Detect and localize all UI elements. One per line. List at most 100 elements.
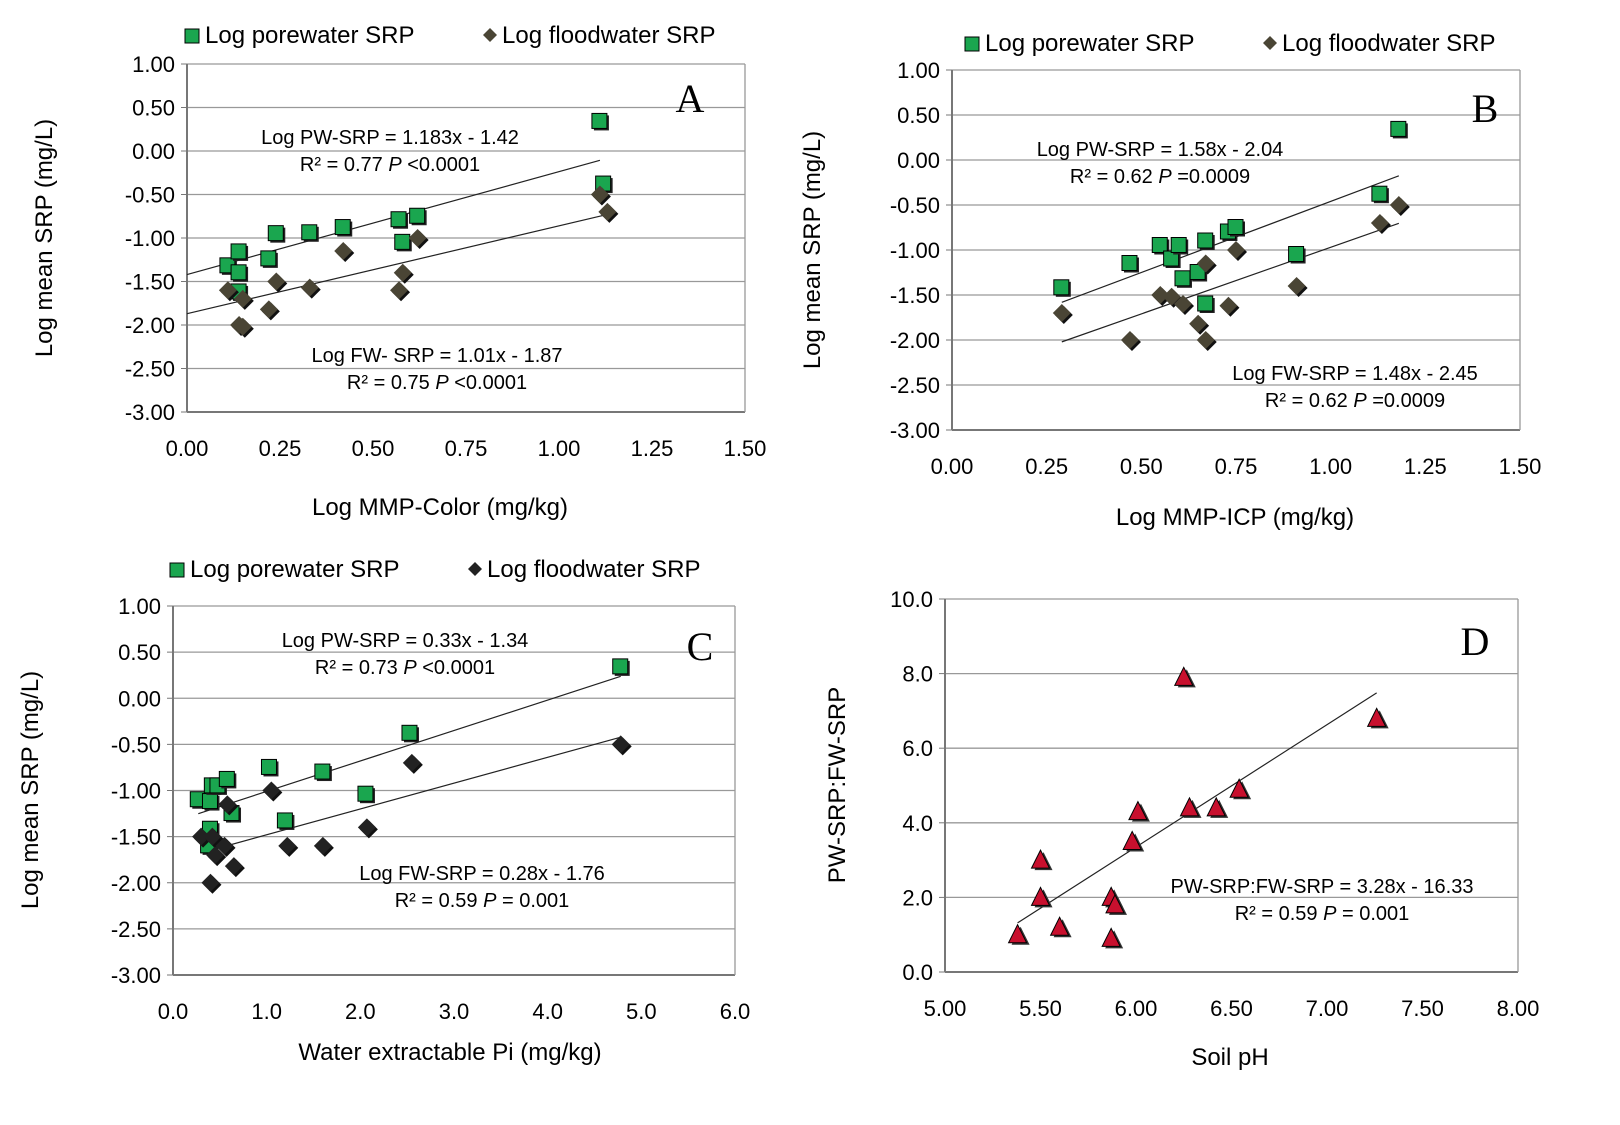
x-tick-label: 4.0	[532, 999, 563, 1024]
y-tick-label: -2.50	[890, 373, 940, 398]
data-point-porewater	[260, 250, 277, 267]
data-point-floodwater	[1370, 214, 1389, 232]
data-point-floodwater	[1287, 277, 1306, 295]
data-point-floodwater	[233, 289, 252, 308]
y-tick-label: -1.00	[111, 779, 161, 804]
data-point-porewater	[314, 763, 331, 780]
x-tick-label: 1.50	[724, 436, 767, 461]
data-point-triangle	[1206, 796, 1227, 817]
data-point-floodwater	[233, 317, 252, 336]
legend-porewater-marker	[964, 36, 980, 52]
data-point-floodwater	[598, 202, 617, 221]
data-point-porewater	[230, 264, 247, 281]
data-point-porewater	[390, 211, 407, 228]
data-point-porewater	[201, 793, 218, 810]
data-point-porewater	[260, 758, 277, 775]
data-point-triangle	[1007, 923, 1028, 944]
x-tick-label: 0.00	[931, 454, 974, 479]
data-point-floodwater	[1120, 331, 1139, 349]
x-axis-label: Water extractable Pi (mg/kg)	[298, 1039, 601, 1066]
x-tick-label: 7.50	[1401, 996, 1444, 1021]
y-tick-label: 4.0	[902, 811, 933, 836]
y-tick-label: -1.50	[890, 283, 940, 308]
trendline	[1017, 692, 1377, 924]
r-squared-label: R² = 0.59 P = 0.001	[1235, 903, 1410, 925]
x-tick-label: 8.00	[1497, 996, 1540, 1021]
r-squared-label: R² = 0.77 P <0.0001	[300, 154, 480, 176]
legend-floodwater-label: Log floodwater SRP	[502, 22, 715, 49]
y-tick-label: 6.0	[902, 736, 933, 761]
legend-porewater-marker	[184, 28, 200, 44]
data-point-floodwater	[218, 281, 237, 300]
data-point-porewater	[357, 785, 374, 802]
data-point-porewater	[1170, 237, 1187, 253]
r-squared-label: R² = 0.73 P <0.0001	[315, 657, 495, 679]
x-axis-label: Log MMP-Color (mg/kg)	[312, 494, 568, 521]
y-tick-label: -3.00	[111, 963, 161, 988]
r-squared-label: R² = 0.62 P =0.0009	[1265, 390, 1445, 412]
panel-letter: D	[1461, 619, 1490, 664]
y-axis-label: Log mean SRP (mg/L)	[799, 131, 826, 369]
data-point-floodwater	[1052, 304, 1071, 322]
x-tick-label: 5.0	[626, 999, 657, 1024]
data-point-porewater	[267, 225, 284, 242]
y-axis-label: Log mean SRP (mg/L)	[31, 119, 58, 357]
data-point-porewater	[1197, 295, 1214, 312]
r-squared-label: R² = 0.75 P <0.0001	[347, 372, 527, 394]
x-tick-label: 0.25	[259, 436, 302, 461]
equation-label: Log PW-SRP = 1.183x - 1.42	[261, 127, 519, 149]
x-tick-label: 0.00	[166, 436, 209, 461]
data-point-floodwater	[1227, 241, 1245, 259]
y-tick-label: -0.50	[890, 193, 940, 218]
y-tick-label: -1.00	[890, 238, 940, 263]
data-point-floodwater	[334, 242, 353, 261]
y-tick-label: 8.0	[902, 662, 933, 687]
data-point-triangle	[1128, 800, 1148, 821]
data-point-triangle	[1105, 893, 1125, 914]
data-point-floodwater	[1151, 286, 1170, 304]
data-point-floodwater	[224, 857, 243, 876]
data-point-floodwater	[1196, 331, 1215, 349]
y-tick-label: 1.00	[118, 594, 161, 619]
y-tick-label: 1.00	[132, 52, 175, 77]
legend-floodwater-marker	[1263, 36, 1277, 50]
x-tick-label: 0.50	[352, 436, 395, 461]
y-tick-label: -2.00	[125, 313, 175, 338]
data-point-porewater	[1121, 255, 1138, 271]
data-point-floodwater	[357, 818, 376, 837]
legend-floodwater-marker	[483, 28, 497, 42]
data-point-porewater	[401, 724, 418, 741]
data-point-porewater	[409, 207, 426, 224]
data-point-floodwater	[1389, 196, 1408, 214]
x-tick-label: 1.00	[538, 436, 581, 461]
data-point-floodwater	[267, 272, 286, 291]
data-point-triangle	[1049, 916, 1070, 936]
x-tick-label: 1.0	[251, 999, 282, 1024]
x-tick-label: 0.25	[1025, 454, 1068, 479]
y-tick-label: -1.50	[111, 825, 161, 850]
panel-B: 1.00 0.50 0.00 -0.50 -1.00 -1.50 -2.00 -2.50 -3.…	[799, 30, 1541, 531]
data-point-floodwater	[218, 795, 237, 814]
r-squared-label: R² = 0.59 P = 0.001	[395, 890, 570, 912]
y-tick-label: -2.00	[890, 328, 940, 353]
y-tick-label: 0.00	[897, 148, 940, 173]
y-tick-label: -2.50	[111, 917, 161, 942]
y-tick-label: -2.00	[111, 871, 161, 896]
data-point-porewater	[1288, 246, 1305, 262]
data-point-floodwater	[262, 781, 281, 800]
data-point-floodwater	[300, 278, 319, 297]
y-tick-label: -0.50	[111, 732, 161, 757]
data-point-porewater	[334, 219, 351, 236]
data-point-floodwater	[408, 229, 427, 247]
legend-porewater-label: Log porewater SRP	[205, 22, 414, 49]
data-point-floodwater	[393, 263, 412, 282]
data-point-floodwater	[259, 300, 278, 319]
data-point-triangle	[1229, 778, 1249, 798]
data-point-floodwater	[402, 753, 421, 772]
data-point-triangle	[1030, 848, 1051, 869]
legend-porewater-label: Log porewater SRP	[985, 30, 1194, 57]
data-point-porewater	[218, 770, 235, 787]
data-point-floodwater	[1196, 254, 1215, 273]
data-point-porewater	[276, 812, 293, 829]
x-tick-label: 3.0	[439, 999, 470, 1024]
